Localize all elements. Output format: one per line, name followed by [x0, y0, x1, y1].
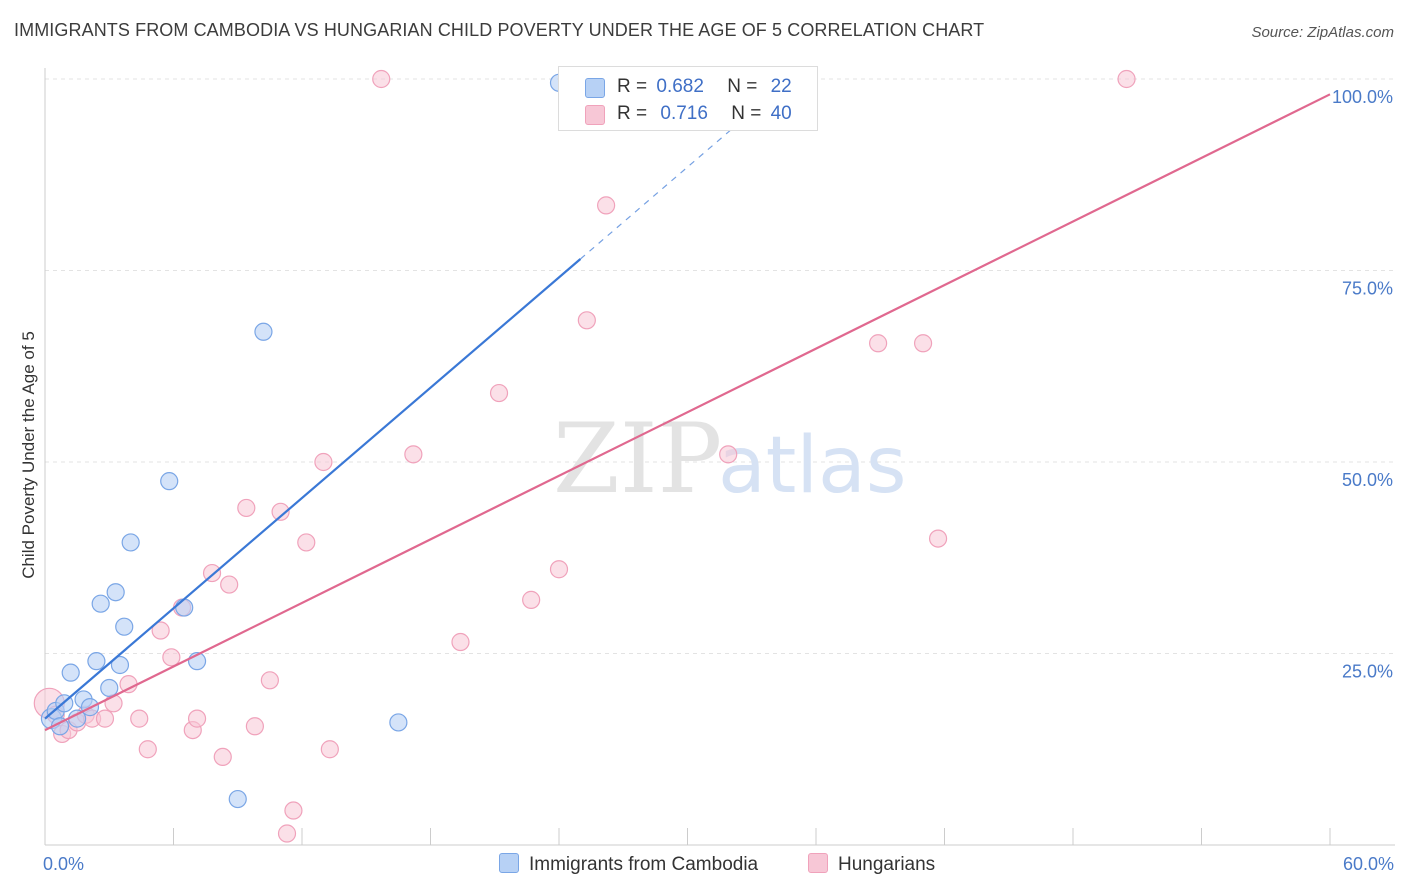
cambodia-point — [160, 472, 179, 491]
hungarians-point — [138, 740, 157, 759]
y-tick-label: 25.0% — [1342, 662, 1393, 682]
y-tick-label: 75.0% — [1342, 279, 1393, 299]
hungarians-point — [220, 575, 239, 594]
bottom-legend-hungarians: Hungarians — [808, 853, 935, 876]
hungarians-point — [213, 747, 232, 767]
hungarians-point — [320, 740, 339, 759]
hungarians-point — [271, 502, 290, 521]
cambodia-point — [110, 655, 130, 675]
hungarians-point — [202, 563, 222, 583]
legend-cambodia-n-label: N = — [727, 76, 758, 97]
hungarians-point — [404, 445, 423, 464]
cambodia-point — [175, 598, 194, 617]
hungarians-trendline — [44, 93, 1331, 732]
y-axis-label: Child Poverty Under the Age of 5 — [19, 331, 38, 579]
bottom-legend-swatch-hungarians — [808, 853, 828, 873]
tick-labels: 25.0% 50.0% 75.0% 100.0% 0.0% 60.0% — [43, 87, 1394, 874]
x-tick-label: 0.0% — [43, 854, 84, 874]
cambodia-point — [389, 713, 408, 732]
hungarians-point — [577, 311, 596, 330]
bottom-legend-swatch-cambodia — [499, 853, 519, 873]
hungarians-point — [522, 590, 541, 609]
hungarians-point — [913, 334, 933, 353]
legend-swatch-cambodia — [585, 78, 605, 98]
hungarians-point — [372, 69, 391, 89]
hungarians-point — [260, 671, 279, 690]
cambodia-point — [61, 663, 80, 682]
gridlines — [45, 78, 1395, 654]
hungarians-point — [130, 709, 149, 728]
bottom-legend-label-hungarians: Hungarians — [838, 854, 936, 875]
hungarians-points — [33, 69, 1136, 843]
hungarians-point — [869, 334, 888, 353]
legend-cambodia-r-value: 0.682 — [656, 76, 704, 97]
hungarians-point — [245, 717, 264, 736]
hungarians-point — [151, 621, 170, 640]
bottom-legend-label-cambodia: Immigrants from Cambodia — [529, 854, 759, 875]
hungarians-point — [95, 709, 115, 728]
watermark: ZIP atlas — [553, 403, 907, 515]
legend-swatch-hungarians — [585, 105, 605, 125]
hungarians-point — [119, 675, 138, 694]
legend-cambodia-r-label: R = — [617, 76, 648, 97]
y-tick-label: 100.0% — [1332, 87, 1393, 107]
x-tick-label: 60.0% — [1343, 854, 1394, 874]
trendlines — [44, 93, 1331, 732]
legend-hungarians-n-value: 40 — [770, 103, 792, 124]
hungarians-point — [187, 709, 207, 728]
y-tick-label: 50.0% — [1342, 470, 1393, 490]
hungarians-point — [1117, 69, 1136, 89]
hungarians-point — [277, 824, 297, 843]
cambodia-point — [106, 583, 125, 602]
hungarians-point — [284, 801, 303, 820]
cambodia-trendline — [44, 258, 582, 720]
cambodia-point — [228, 789, 247, 809]
cambodia-point — [121, 533, 140, 552]
cambodia-point — [100, 678, 119, 698]
hungarians-point — [314, 452, 333, 472]
legend-hungarians-n-label: N = — [731, 103, 762, 124]
hungarians-point — [489, 383, 509, 403]
cambodia-point — [254, 322, 273, 341]
cambodia-point — [115, 617, 134, 636]
hungarians-point — [237, 498, 256, 518]
hungarians-point — [451, 632, 470, 652]
legend-cambodia-n-value: 22 — [770, 76, 792, 97]
hungarians-point — [162, 648, 181, 667]
hungarians-point — [297, 533, 316, 552]
cambodia-point — [87, 652, 106, 671]
hungarians-point — [549, 560, 569, 579]
legend-hungarians-r-value: 0.716 — [660, 103, 708, 124]
correlation-legend: R = 0.682 N = 22 R = 0.716 N = 40 — [558, 66, 818, 131]
bottom-legend-cambodia: Immigrants from Cambodia — [499, 853, 758, 876]
legend-hungarians-r-label: R = — [617, 103, 648, 124]
hungarians-point — [597, 196, 616, 215]
hungarians-point — [928, 529, 948, 548]
cambodia-point — [91, 594, 110, 613]
watermark-zip: ZIP — [553, 403, 722, 515]
hungarians-point — [719, 445, 738, 464]
chart-title: IMMIGRANTS FROM CAMBODIA VS HUNGARIAN CH… — [14, 20, 985, 40]
source-label: Source: ZipAtlas.com — [1251, 24, 1394, 41]
cambodia-trendline-extension — [580, 120, 742, 260]
watermark-atlas: atlas — [718, 421, 907, 511]
